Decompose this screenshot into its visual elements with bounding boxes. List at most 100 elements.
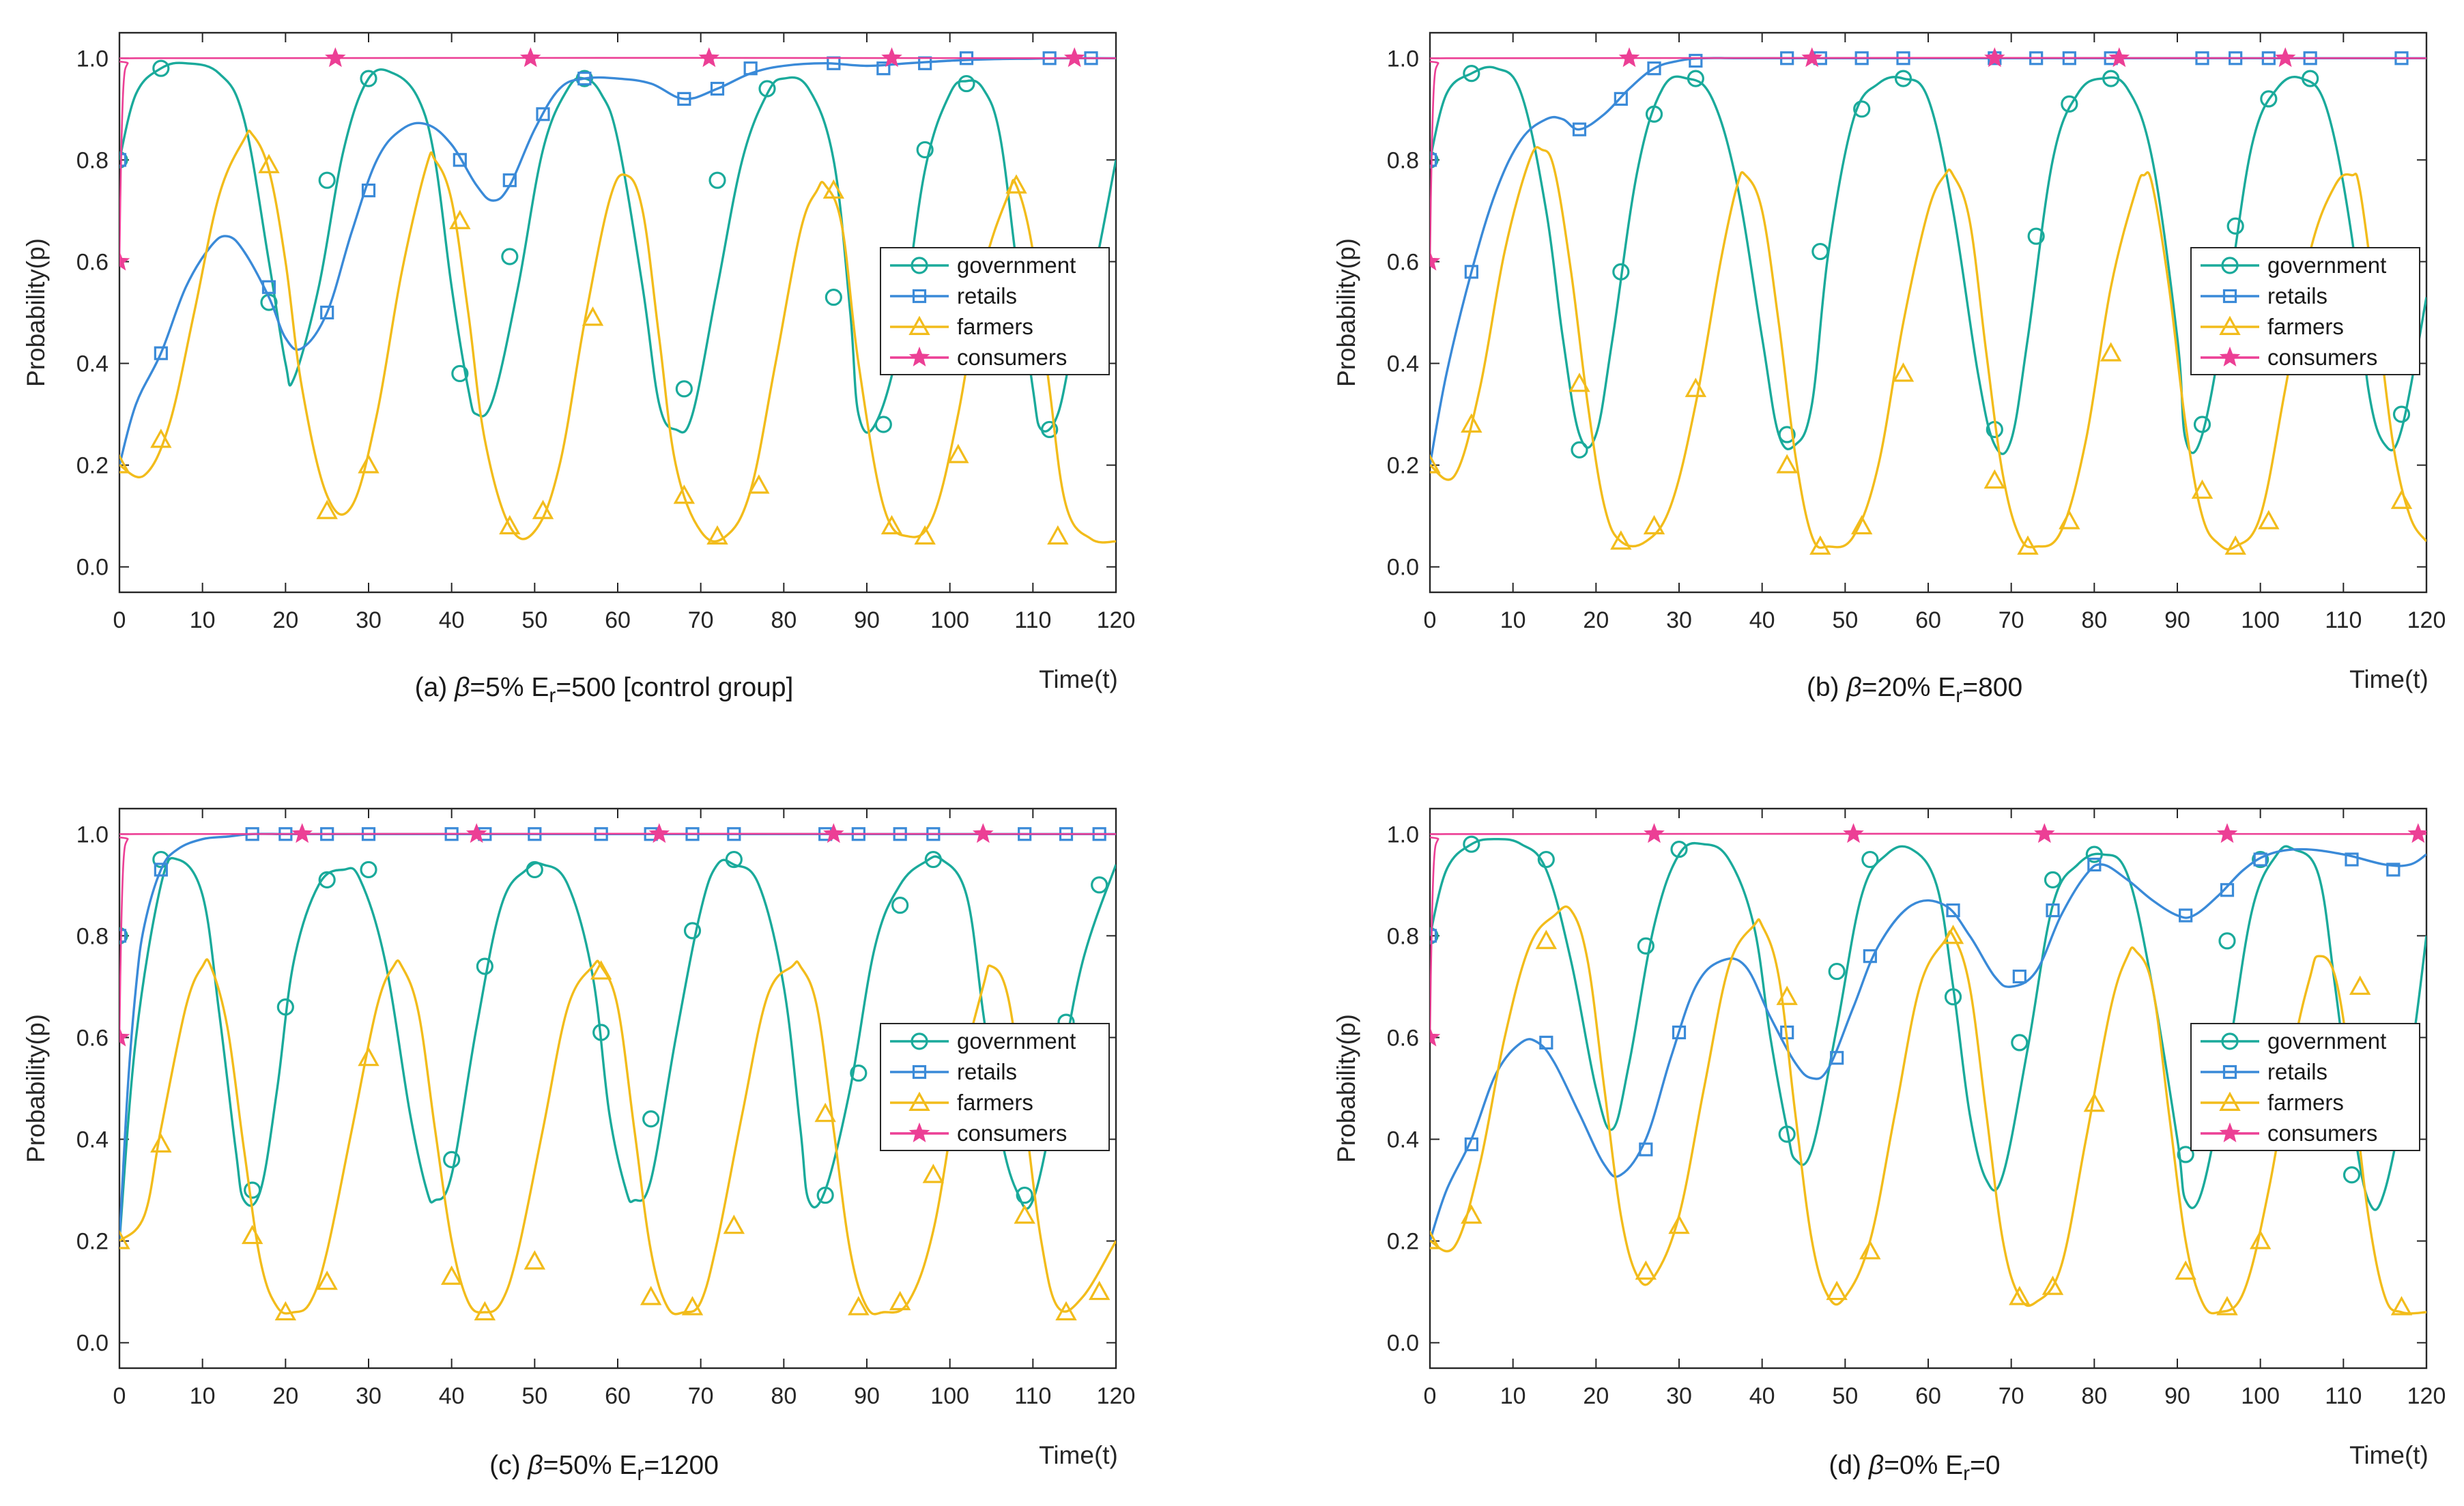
data-point-government	[2085, 845, 2103, 863]
series-line-consumers	[1430, 57, 2426, 262]
data-point-consumers	[1984, 47, 2005, 68]
data-point-government	[1944, 988, 1962, 1006]
data-point-government	[675, 380, 693, 398]
legend-marker-retails	[2222, 289, 2237, 304]
y-tick-label: 0.6	[1387, 249, 1419, 275]
y-tick-label: 0.6	[1387, 1025, 1419, 1051]
caption-mid: =5% E	[470, 673, 549, 702]
x-axis-label: Time(t)	[1039, 665, 1118, 693]
caption-mid: =50% E	[543, 1451, 638, 1480]
data-point-retails	[119, 929, 127, 943]
data-point-retails	[1946, 903, 1960, 918]
data-point-retails	[2087, 857, 2102, 872]
series-government	[1430, 65, 2426, 459]
x-tick-label: 80	[2081, 1383, 2107, 1409]
data-point-government	[119, 927, 128, 944]
x-tick-label: 20	[272, 1383, 298, 1409]
series-line-government	[1430, 837, 2426, 1211]
legend-marker-government	[2221, 1032, 2239, 1050]
x-tick-label: 90	[854, 1383, 880, 1409]
y-axis-label: Probability(p)	[1332, 238, 1360, 387]
data-point-retails	[320, 305, 334, 320]
series-consumers	[1430, 47, 2426, 271]
data-point-government	[2193, 416, 2211, 433]
data-point-farmers	[748, 474, 770, 494]
legend-marker-consumers	[2219, 346, 2241, 366]
y-tick-label: 0.4	[76, 1127, 109, 1153]
series-government	[119, 59, 1116, 439]
series-consumers	[119, 823, 1116, 1047]
panel-caption: (c) β=50% Er=1200	[489, 1451, 719, 1485]
legend-label-consumers: consumers	[957, 345, 1067, 370]
data-point-consumers	[881, 47, 902, 68]
caption-sub: r	[549, 684, 556, 707]
x-tick-label: 90	[2164, 1383, 2190, 1409]
series-farmers	[1430, 146, 2426, 555]
data-point-retails	[2046, 903, 2060, 918]
x-tick-label: 100	[930, 1383, 969, 1409]
x-tick-label: 40	[439, 1383, 465, 1409]
data-point-farmers	[848, 1296, 870, 1316]
data-point-consumers	[2274, 47, 2296, 68]
data-point-consumers	[2407, 823, 2426, 843]
legend-marker-consumers	[908, 1122, 930, 1142]
data-point-farmers	[119, 454, 130, 474]
data-point-farmers	[1610, 530, 1632, 550]
data-point-consumers	[325, 47, 346, 68]
data-point-government	[1861, 850, 1879, 869]
data-point-government	[443, 1150, 461, 1168]
panel-caption: (b) β=20% Er=800	[1807, 673, 2022, 707]
data-point-consumers	[119, 1026, 130, 1047]
data-point-government	[1612, 263, 1630, 280]
data-point-farmers	[1047, 525, 1069, 545]
data-point-farmers	[1826, 1280, 1848, 1301]
panel-caption: (d) β=0% Er=0	[1829, 1451, 2000, 1485]
legend-label-government: government	[2267, 252, 2386, 278]
legend-marker-farmers	[908, 315, 930, 335]
legend: government retails farmers consumers	[2190, 247, 2420, 375]
legend-marker-farmers	[2219, 315, 2241, 335]
legend-marker-retails	[912, 289, 927, 304]
caption-sub: r	[1963, 1462, 1970, 1485]
caption-prefix: (d)	[1829, 1451, 1869, 1480]
caption-suffix: =800	[1962, 673, 2022, 702]
x-tick-label: 70	[688, 607, 714, 633]
data-point-farmers	[1643, 515, 1665, 535]
series-government	[119, 850, 1116, 1241]
data-point-retails	[261, 280, 276, 294]
data-point-government	[1637, 937, 1654, 955]
data-point-farmers	[914, 525, 936, 545]
data-point-government	[244, 1181, 261, 1199]
legend-label-farmers: farmers	[2267, 314, 2344, 339]
data-point-farmers	[681, 1296, 704, 1316]
y-tick-label: 1.0	[76, 822, 109, 848]
data-point-consumers	[648, 823, 670, 843]
data-point-farmers	[1776, 454, 1798, 474]
x-tick-label: 40	[439, 607, 465, 633]
legend-label-retails: retails	[957, 283, 1017, 308]
y-tick-label: 0.0	[76, 555, 109, 581]
y-tick-label: 0.8	[1387, 147, 1419, 173]
x-tick-label: 30	[356, 607, 382, 633]
data-point-retails	[1539, 1035, 1553, 1050]
data-point-government	[1430, 927, 1439, 944]
data-point-farmers	[316, 1270, 338, 1290]
panel-caption: (a) β=5% Er=500 [control group]	[415, 673, 794, 707]
x-tick-label: 0	[1424, 607, 1437, 633]
data-point-government	[1571, 441, 1588, 459]
data-point-farmers	[1055, 1301, 1077, 1321]
data-point-retails	[1572, 122, 1587, 136]
data-point-farmers	[2216, 1296, 2238, 1316]
x-tick-label: 10	[1500, 607, 1526, 633]
caption-prefix: (b)	[1807, 673, 1847, 702]
x-tick-label: 20	[1583, 1383, 1609, 1409]
y-tick-label: 0.2	[1387, 453, 1419, 479]
data-point-farmers	[2349, 975, 2371, 995]
series-farmers	[119, 958, 1116, 1321]
data-point-government	[850, 1065, 868, 1082]
data-point-farmers	[2390, 489, 2413, 509]
data-point-consumers	[1644, 823, 1665, 843]
y-axis-label: Probability(p)	[22, 238, 50, 387]
x-tick-label: 70	[1999, 1383, 2024, 1409]
data-point-government	[1894, 70, 1913, 87]
